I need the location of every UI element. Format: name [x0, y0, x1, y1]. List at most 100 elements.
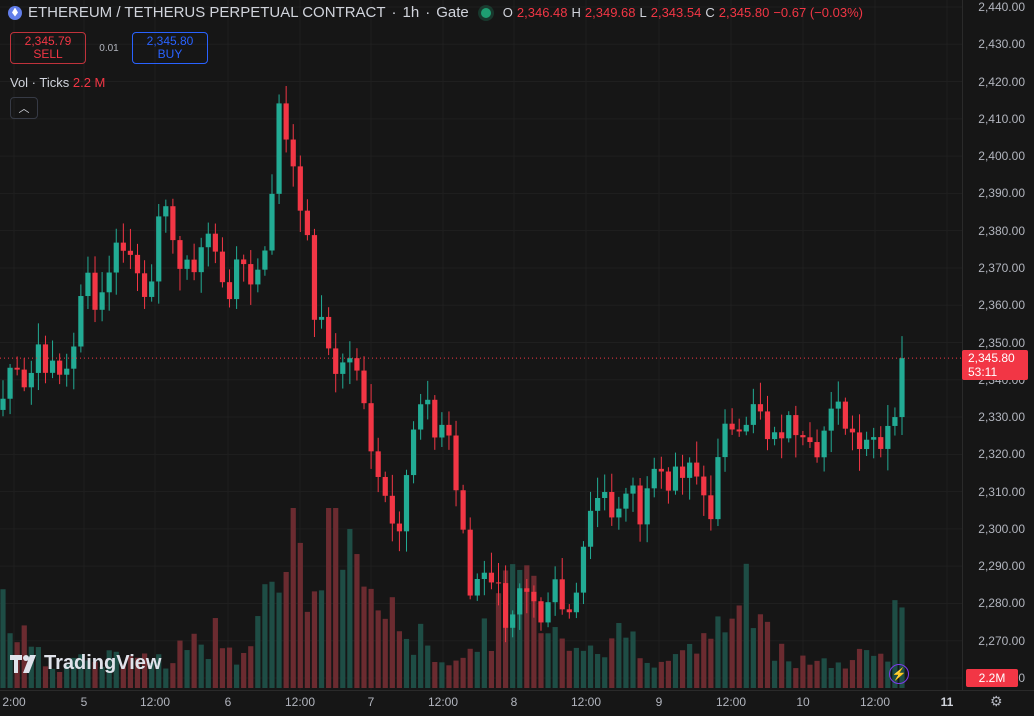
candle-body — [679, 466, 686, 478]
candle-body — [85, 272, 91, 297]
price-tick-label: 2,270.00 — [978, 633, 1025, 648]
volume-bar — [488, 650, 495, 688]
time-tick-label: 10 — [796, 695, 810, 709]
volume-bar — [290, 508, 296, 688]
volume-bar — [545, 633, 551, 688]
candle-body — [779, 432, 785, 439]
time-tick-label: 11 — [940, 695, 954, 709]
live-status-icon — [480, 7, 491, 18]
time-tick-label: 6 — [224, 695, 232, 709]
interval[interactable]: 1h — [402, 4, 420, 21]
candle-body — [141, 273, 148, 297]
candle-body — [276, 103, 282, 194]
candle-body — [184, 259, 190, 269]
price-axis[interactable]: 2,440.00 2,430.00 2,420.00 2,410.00 2,400.00… — [962, 0, 1034, 690]
candle-body — [233, 259, 240, 300]
volume-bar — [715, 616, 721, 688]
gear-icon[interactable]: ⚙ — [990, 693, 1003, 709]
volume-bar — [248, 646, 254, 688]
chevron-up-icon: ︿ — [18, 103, 30, 115]
candle-countdown: 53:11 — [968, 365, 998, 380]
candle-body — [92, 272, 98, 310]
volume-bar — [269, 581, 275, 688]
volume-bar — [828, 668, 834, 688]
candle-body — [439, 424, 445, 438]
volume-bar — [531, 575, 537, 688]
sell-button[interactable]: 2,345.79 SELL — [10, 32, 86, 64]
volume-bar — [340, 569, 346, 688]
price-tick-label: 2,430.00 — [978, 37, 1025, 52]
price-tick-label: 2,420.00 — [978, 74, 1025, 89]
candle-body — [687, 462, 693, 478]
volume-bar — [382, 618, 388, 688]
volume-bar — [134, 657, 141, 688]
candle-body — [255, 269, 261, 285]
candle-body — [651, 468, 657, 489]
candle-body — [382, 476, 388, 496]
chart-grid — [0, 0, 962, 690]
volume-bar — [842, 668, 848, 688]
candlestick-chart[interactable] — [0, 0, 962, 690]
candle-body — [488, 572, 495, 583]
candle-body — [418, 404, 424, 430]
volume-bar — [396, 631, 403, 688]
candle-body — [708, 495, 714, 520]
volume-bar — [630, 631, 636, 688]
volume-bar — [92, 661, 98, 688]
volume-bar — [35, 647, 41, 688]
volume-bar — [871, 655, 877, 688]
candle-body — [502, 583, 509, 628]
time-tick-label: 2:00 — [2, 695, 26, 709]
time-axis[interactable]: 2:00 5 12:00 6 12:00 7 12:00 8 12:00 9 12:00 10 12:0… — [0, 690, 1034, 716]
volume-bar — [665, 660, 672, 688]
volume-bar — [835, 662, 841, 688]
candle-body — [446, 424, 452, 436]
volume-bar — [644, 662, 650, 688]
symbol-header[interactable]: ETHEREUM / TETHERUS PERPETUAL CONTRACT ·… — [8, 4, 863, 21]
ethereum-coin-icon — [8, 5, 22, 20]
volume-bar — [389, 597, 395, 688]
candle-body — [899, 358, 905, 418]
candle-body — [736, 429, 742, 432]
trade-panel: 2,345.79 SELL 0.01 2,345.80 BUY — [10, 32, 208, 64]
buy-button[interactable]: 2,345.80 BUY — [132, 32, 208, 64]
volume-bar — [481, 618, 487, 688]
candle-body — [460, 490, 466, 530]
candle-body — [495, 582, 502, 584]
volume-bar — [304, 611, 310, 688]
candles — [0, 86, 905, 643]
candle-body — [715, 457, 721, 520]
candle-body — [750, 404, 756, 425]
price-tick-label: 2,290.00 — [978, 559, 1025, 574]
tradingview-logo[interactable]: TradingView — [10, 652, 161, 675]
volume-bar — [170, 663, 176, 688]
candle-body — [290, 139, 296, 167]
volume-bar — [729, 618, 735, 688]
candle-body — [64, 368, 70, 375]
volume-bar — [771, 660, 778, 688]
volume-bar — [106, 650, 112, 688]
candle-body — [212, 233, 218, 252]
candle-body — [729, 423, 735, 430]
candle-body — [793, 415, 799, 436]
current-price-tag: 2,345.80 53:11 — [962, 350, 1028, 381]
lightning-icon[interactable]: ⚡ — [889, 664, 909, 684]
candle-body — [814, 442, 820, 458]
candle-body — [326, 316, 332, 349]
volume-bar — [580, 650, 587, 688]
candle-body — [616, 508, 622, 518]
candle-body — [573, 592, 579, 613]
candle-body — [57, 360, 63, 375]
candle-body — [722, 423, 728, 458]
candle-body — [49, 360, 56, 373]
candle-body — [297, 166, 303, 211]
volume-bar — [524, 565, 530, 688]
candle-body — [333, 348, 339, 374]
collapse-legend-button[interactable]: ︿ — [10, 97, 38, 119]
sell-label: SELL — [33, 47, 63, 61]
candle-body — [28, 372, 34, 388]
price-tick-label: 2,350.00 — [978, 335, 1025, 350]
volume-legend[interactable]: Vol · Ticks 2.2 M — [10, 75, 106, 90]
volume-bar — [297, 542, 303, 688]
candle-body — [99, 292, 105, 310]
